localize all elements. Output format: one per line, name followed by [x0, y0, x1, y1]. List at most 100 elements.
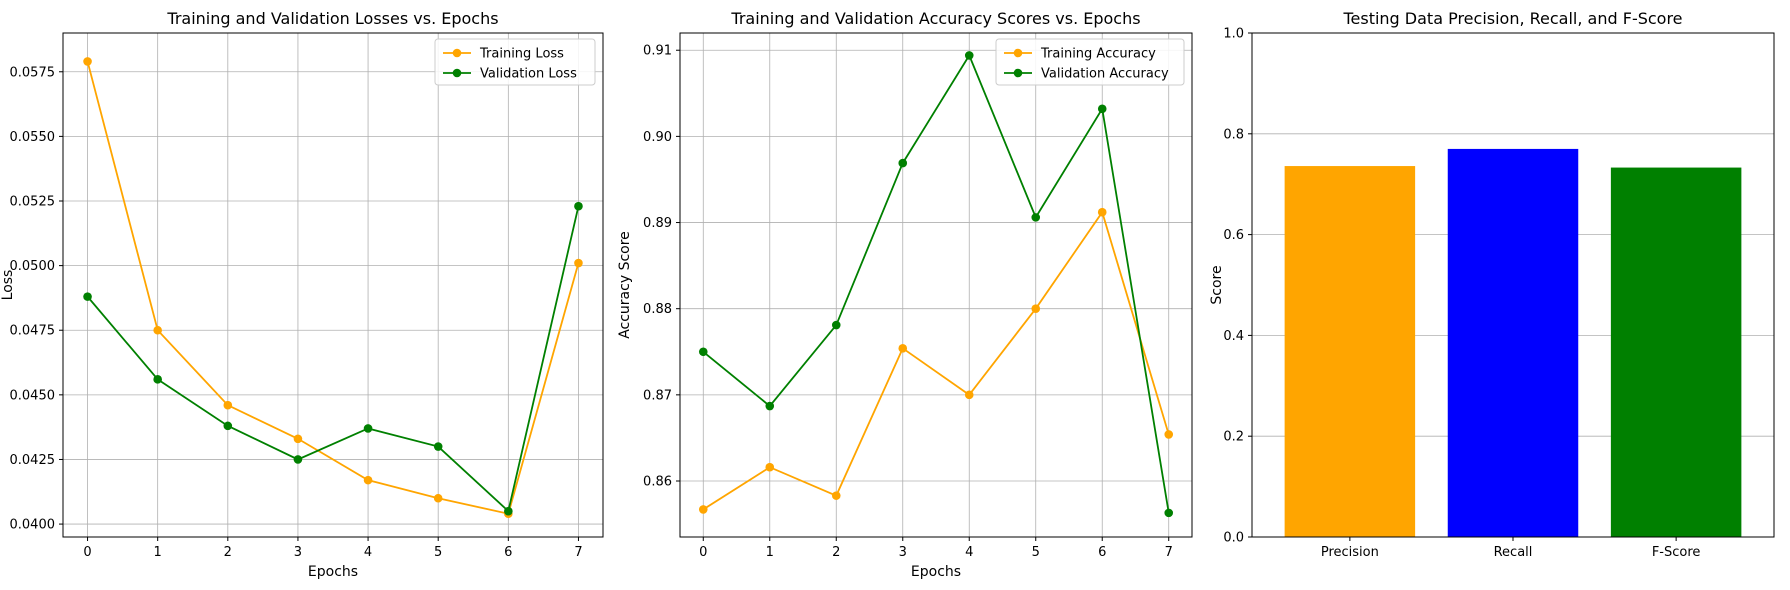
legend-marker: [1013, 68, 1023, 78]
x-tick-label: 6: [504, 545, 512, 560]
y-tick-label: 0.0425: [10, 453, 56, 468]
data-point: [223, 421, 233, 431]
y-axis-label: Accuracy Score: [617, 231, 633, 339]
plot-frame: [62, 32, 604, 538]
y-tick-label: 0.89: [643, 216, 672, 231]
bar-chart: Precision Recall F-Score 0.0 0.2 0.4 0.6 0.8 1.0…: [1209, 9, 1775, 560]
x-tick-label: 3: [899, 545, 907, 560]
line-chart-2: 0 1 2 3 4 5 6 7 0.86 0.87 0.88 0.89 0.90 0.91 Training…: [617, 9, 1193, 580]
y-tick-label: 0.2: [1223, 430, 1244, 445]
data-point: [964, 390, 974, 400]
bar-precision: [1284, 166, 1416, 537]
data-point: [765, 462, 775, 472]
x-tick-label: 0: [699, 545, 707, 560]
legend: Training Accuracy Validation Accuracy: [995, 38, 1185, 86]
data-point: [363, 475, 373, 485]
y-tick-label: 0.0550: [10, 130, 56, 145]
data-point: [574, 201, 583, 211]
legend-box: [995, 38, 1185, 86]
data-point: [898, 344, 908, 353]
x-tick-label: 0: [83, 545, 91, 560]
legend-label: Training Loss: [479, 47, 564, 62]
data-point: [1031, 304, 1041, 313]
data-point: [1031, 213, 1041, 222]
line-chart-1: 0 1 2 3 4 5 6 7 0.0400 0.0425 0.0450 0.0475 0.0500 0.…: [0, 9, 604, 580]
y-tick-label: 0.87: [643, 388, 672, 403]
y-tick-label: 0.4: [1223, 329, 1244, 344]
data-point: [698, 347, 708, 357]
y-tick-label: 0.8: [1223, 127, 1244, 142]
legend-marker: [452, 68, 462, 78]
x-tick-label: Precision: [1321, 545, 1379, 560]
data-point: [363, 424, 373, 433]
series-line-1: [702, 210, 1170, 511]
chart-title: Testing Data Precision, Recall, and F-Sc…: [1342, 9, 1682, 28]
data-point: [1164, 430, 1174, 439]
x-tick-label: 1: [766, 545, 774, 560]
legend-label: Validation Loss: [480, 67, 577, 82]
series-line-2: [86, 205, 580, 513]
data-point: [293, 455, 303, 464]
series-line-2: [702, 53, 1170, 514]
y-tick-label: 0.6: [1223, 228, 1244, 243]
chart-title: Training and Validation Losses vs. Epoch…: [166, 9, 498, 28]
x-tick-label: 3: [294, 545, 302, 560]
y-axis-label: Loss: [0, 270, 16, 301]
x-tick-label: 7: [1165, 545, 1173, 560]
data-point: [1097, 104, 1107, 114]
data-point: [574, 258, 583, 268]
data-point: [765, 401, 775, 411]
legend-marker: [452, 48, 462, 58]
y-axis-label: Score: [1209, 265, 1225, 304]
data-point: [153, 325, 162, 335]
plot-frame: [679, 32, 1193, 538]
y-tick-label: 0.86: [643, 475, 672, 490]
y-tick-label: 1.0: [1223, 27, 1244, 42]
y-tick-label: 0.0475: [10, 324, 56, 339]
x-tick-label: 7: [574, 545, 582, 560]
x-axis-label: Epochs: [911, 564, 961, 580]
y-tick-label: 0.0400: [10, 518, 56, 533]
bar-recall: [1447, 148, 1579, 538]
y-tick-label: 0.0: [1223, 531, 1244, 546]
data-point: [433, 493, 443, 503]
x-tick-label: F-Score: [1652, 545, 1701, 560]
data-point: [698, 505, 708, 514]
legend-label: Training Accuracy: [1040, 47, 1156, 62]
data-point: [964, 51, 974, 60]
x-tick-label: 5: [1032, 545, 1040, 560]
x-tick-label: 1: [154, 545, 162, 560]
bar-f-score: [1610, 167, 1742, 537]
legend-label: Validation Accuracy: [1041, 67, 1169, 82]
x-tick-label: 2: [224, 545, 232, 560]
data-point: [1097, 207, 1107, 217]
data-point: [504, 506, 513, 516]
x-tick-label: 2: [832, 545, 840, 560]
data-point: [831, 491, 841, 500]
x-tick-label: 4: [965, 545, 973, 560]
y-tick-label: 0.0525: [10, 195, 56, 210]
y-tick-label: 0.90: [643, 130, 672, 145]
data-point: [831, 320, 841, 330]
x-axis-label: Epochs: [308, 564, 358, 580]
data-point: [898, 158, 908, 168]
x-tick-label: 4: [364, 545, 372, 560]
y-tick-label: 0.88: [643, 302, 672, 317]
legend: Training Loss Validation Loss: [434, 38, 596, 86]
x-tick-label: 6: [1098, 545, 1106, 560]
chart-title: Training and Validation Accuracy Scores …: [730, 9, 1140, 28]
data-point: [293, 434, 303, 444]
data-point: [223, 400, 233, 410]
y-tick-label: 0.91: [643, 44, 672, 59]
y-tick-label: 0.0500: [10, 259, 56, 274]
data-point: [83, 57, 92, 66]
x-tick-label: 5: [434, 545, 442, 560]
legend-box: [434, 38, 596, 86]
y-tick-label: 0.0450: [10, 388, 56, 403]
x-tick-label: Recall: [1494, 545, 1533, 560]
y-tick-label: 0.0575: [10, 65, 56, 80]
series-line-1: [86, 61, 580, 515]
legend-marker: [1013, 48, 1023, 58]
data-point: [433, 442, 443, 451]
